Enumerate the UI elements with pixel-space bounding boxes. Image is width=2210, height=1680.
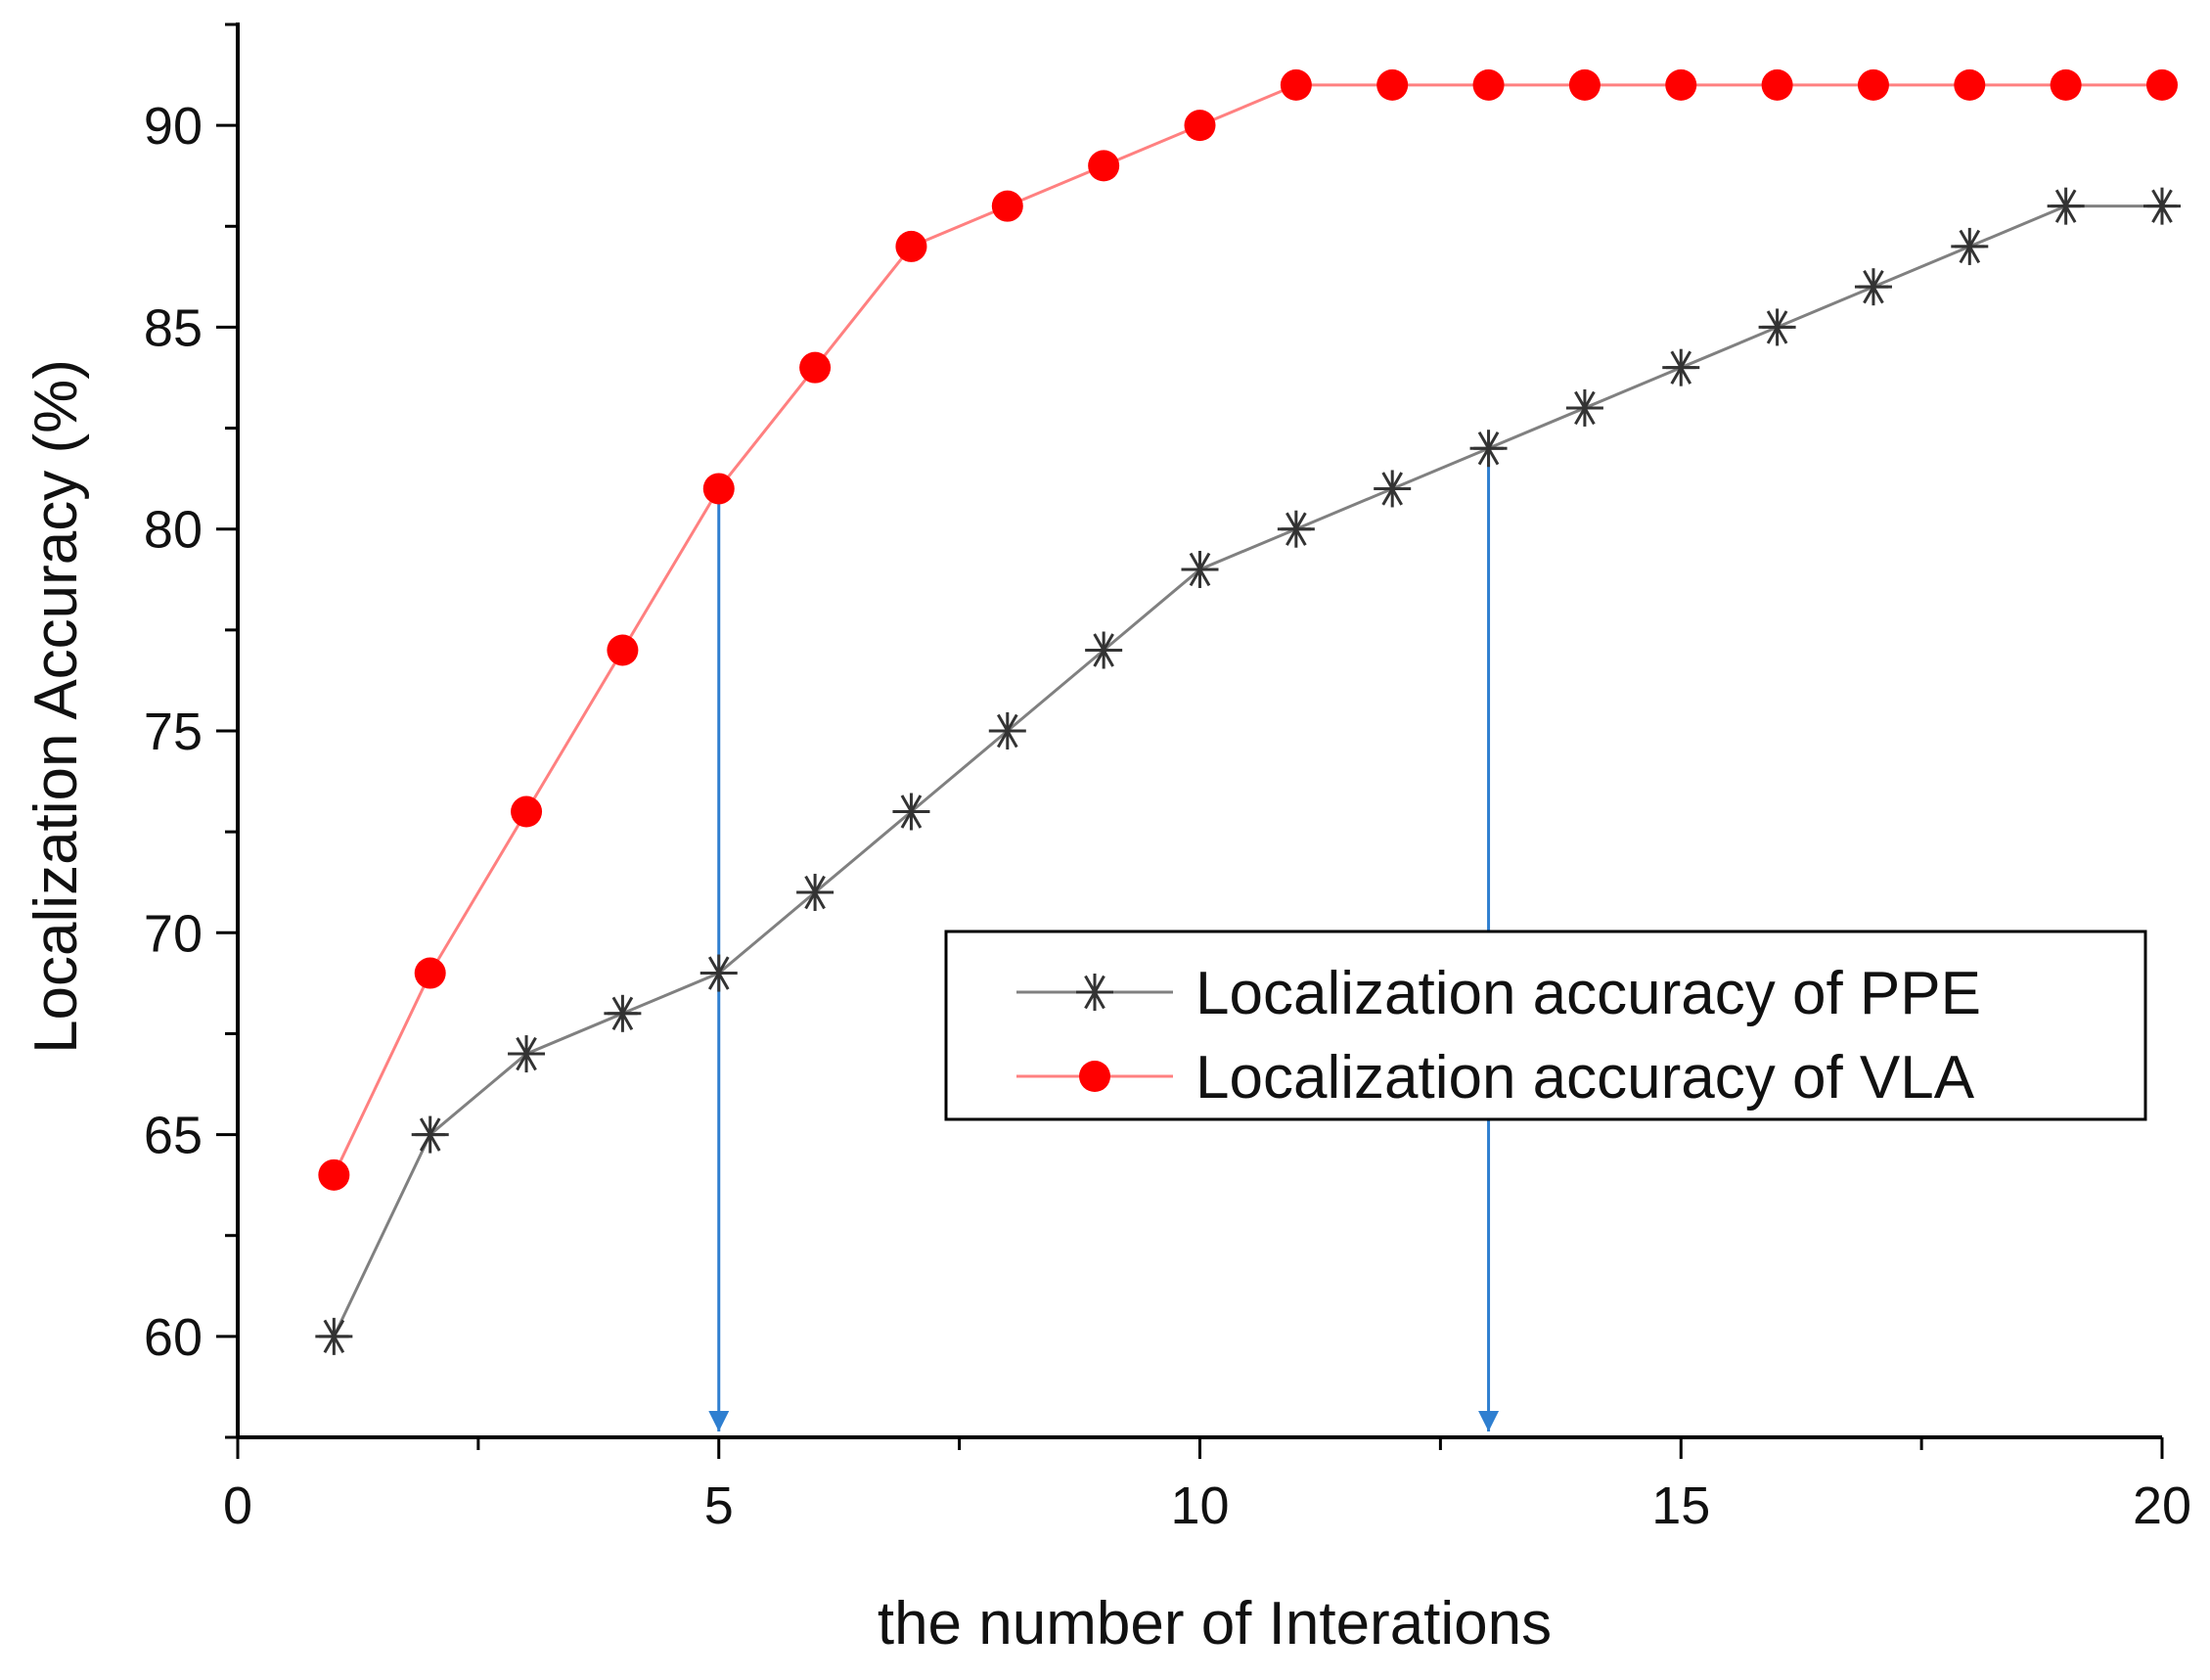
series-ppe <box>315 187 2181 1355</box>
data-point <box>508 1035 546 1073</box>
data-point <box>2146 68 2178 101</box>
data-point <box>991 190 1023 222</box>
data-point <box>315 1317 353 1355</box>
x-tick-label: 5 <box>704 1476 734 1535</box>
data-point <box>1568 68 1601 101</box>
data-point <box>699 954 738 992</box>
y-tick-label: 75 <box>144 703 203 761</box>
data-point <box>1565 388 1603 427</box>
data-point <box>2143 187 2181 225</box>
y-tick-label: 60 <box>144 1308 203 1367</box>
data-point <box>1181 550 1219 588</box>
x-axis-title: the number of Interations <box>878 1590 1552 1657</box>
data-point <box>1280 68 1312 101</box>
data-point <box>411 1115 449 1154</box>
legend: Localization accuracy of PPE Localization… <box>944 930 2147 1121</box>
y-tick-label: 70 <box>144 904 203 963</box>
y-axis-title: Localization Accuracy (%) <box>23 359 90 1054</box>
legend-label: Localization accuracy of VLA <box>1195 1044 1975 1112</box>
data-point <box>1472 68 1505 101</box>
series-line <box>332 83 2162 1176</box>
legend-label: Localization accuracy of PPE <box>1195 960 1981 1027</box>
data-point <box>2047 187 2085 225</box>
series-vla <box>318 68 2178 1191</box>
data-point <box>1088 150 1120 182</box>
data-point <box>1758 308 1796 346</box>
data-point <box>607 634 639 666</box>
x-tick-label: 15 <box>1651 1476 1710 1535</box>
data-point <box>988 712 1026 749</box>
data-point <box>1951 227 1989 265</box>
data-point <box>1854 268 1892 306</box>
x-tick-label: 0 <box>223 1476 252 1535</box>
data-point <box>1374 470 1412 508</box>
axes: 0 5 10 15 20 60 65 70 75 80 85 90 <box>144 23 2191 1535</box>
data-point <box>604 994 642 1032</box>
data-point <box>1277 510 1315 548</box>
legend-marker <box>1079 1061 1110 1092</box>
data-point <box>1469 430 1508 468</box>
y-tick-label: 65 <box>144 1107 203 1165</box>
data-point <box>892 793 930 831</box>
y-tick-label: 90 <box>144 97 203 156</box>
data-point <box>799 351 832 384</box>
data-point <box>414 957 446 989</box>
data-point <box>1376 68 1409 101</box>
data-point <box>1662 348 1700 386</box>
data-point <box>1184 110 1216 142</box>
y-tick-label: 85 <box>144 298 203 357</box>
data-point <box>796 874 834 912</box>
data-point <box>1954 68 1986 101</box>
x-tick-label: 10 <box>1170 1476 1229 1535</box>
series-line <box>332 204 2162 1338</box>
series-layer <box>315 68 2181 1355</box>
legend-box <box>944 930 2147 1121</box>
legend-marker <box>1076 974 1113 1011</box>
y-tick-label: 80 <box>144 501 203 560</box>
data-point <box>511 795 543 828</box>
data-point <box>1761 68 1793 101</box>
data-point <box>702 473 735 505</box>
data-point <box>1665 68 1697 101</box>
data-point <box>1857 68 1889 101</box>
data-point <box>895 230 927 262</box>
data-point <box>1085 631 1123 669</box>
x-tick-label: 20 <box>2133 1476 2191 1535</box>
data-point <box>2050 68 2082 101</box>
data-point <box>318 1158 350 1191</box>
